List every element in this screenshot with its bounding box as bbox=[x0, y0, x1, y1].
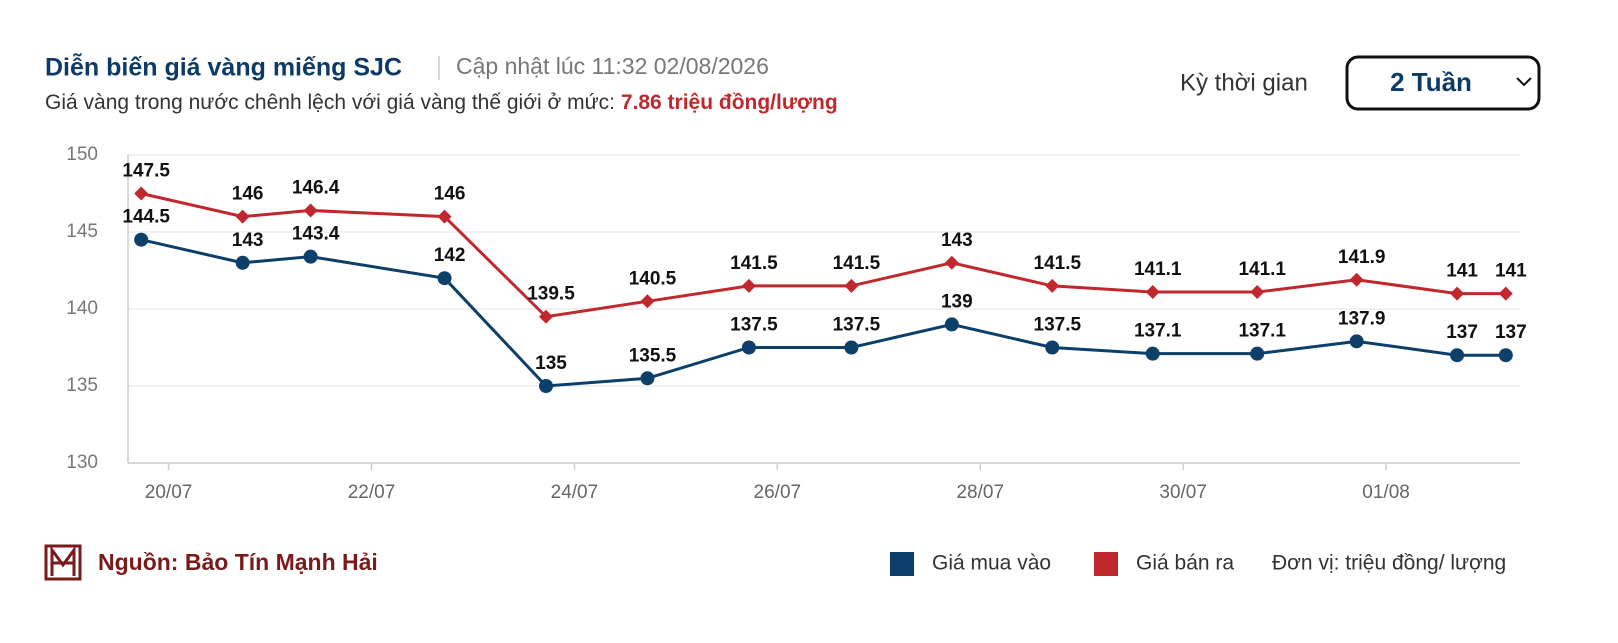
data-label: 141.9 bbox=[1338, 247, 1386, 268]
x-tick-label: 26/07 bbox=[754, 482, 802, 503]
data-label: 135 bbox=[535, 353, 567, 374]
data-label: 137.5 bbox=[1034, 315, 1082, 336]
data-label: 141.5 bbox=[1034, 253, 1082, 274]
data-label: 137.1 bbox=[1134, 321, 1182, 342]
data-label: 144.5 bbox=[122, 207, 170, 228]
data-label: 142 bbox=[434, 245, 466, 266]
legend-label: Giá mua vào bbox=[932, 552, 1051, 575]
point bbox=[235, 255, 250, 270]
point bbox=[134, 232, 149, 247]
point bbox=[640, 371, 655, 386]
logo-mark bbox=[50, 545, 76, 576]
y-tick-label: 130 bbox=[66, 452, 98, 473]
data-label: 137.5 bbox=[833, 315, 881, 336]
chart-title: Diễn biến giá vàng miếng SJC bbox=[45, 52, 402, 82]
point bbox=[944, 255, 959, 270]
x-tick-label: 22/07 bbox=[348, 482, 396, 503]
x-tick-label: 28/07 bbox=[956, 482, 1004, 503]
data-label: 147.5 bbox=[122, 161, 170, 182]
data-label: 143 bbox=[941, 230, 973, 251]
point bbox=[944, 317, 959, 332]
x-tick-label: 01/08 bbox=[1362, 482, 1410, 503]
data-label: 143.4 bbox=[292, 224, 340, 245]
source: Nguồn: Bảo Tín Mạnh Hải bbox=[98, 549, 378, 575]
unit: Đơn vị: triệu đồng/ lượng bbox=[1272, 552, 1506, 575]
point bbox=[1349, 334, 1364, 349]
data-label: 141 bbox=[1495, 261, 1527, 282]
dropdown-value[interactable]: 2 Tuần bbox=[1390, 67, 1472, 97]
point bbox=[1045, 278, 1060, 293]
note-highlight: 7.86 triệu đồng/lượng bbox=[621, 91, 838, 114]
point bbox=[1498, 348, 1513, 363]
data-label: 143 bbox=[232, 230, 264, 251]
point bbox=[640, 294, 655, 309]
data-label: 141.1 bbox=[1134, 259, 1182, 280]
period-label: Kỳ thời gian bbox=[1180, 69, 1308, 96]
data-label: 146 bbox=[434, 184, 466, 205]
dropdown-box[interactable] bbox=[1345, 55, 1541, 111]
point bbox=[1045, 340, 1060, 355]
point bbox=[539, 379, 554, 393]
x-tick-label: 30/07 bbox=[1159, 482, 1207, 503]
data-label: 140.5 bbox=[629, 268, 677, 289]
data-label: 137 bbox=[1446, 322, 1478, 343]
point bbox=[1349, 272, 1364, 287]
point bbox=[437, 209, 452, 224]
data-label: 141.5 bbox=[833, 253, 881, 274]
point bbox=[1250, 346, 1265, 361]
note-text: Giá vàng trong nước chênh lệch với giá v… bbox=[45, 91, 615, 114]
point bbox=[1250, 285, 1265, 300]
period-dropdown[interactable]: 2 Tuần bbox=[1345, 55, 1541, 111]
legend-swatch bbox=[1094, 552, 1118, 576]
x-tick-label: 24/07 bbox=[551, 482, 599, 503]
dropdown-chevron[interactable] bbox=[1516, 77, 1532, 87]
data-label: 141 bbox=[1446, 261, 1478, 282]
legend-swatch bbox=[890, 552, 914, 576]
y-tick-label: 140 bbox=[66, 298, 98, 319]
data-label: 137.9 bbox=[1338, 308, 1386, 329]
x-tick-label: 20/07 bbox=[145, 482, 193, 503]
y-tick-label: 145 bbox=[66, 221, 98, 242]
point bbox=[844, 340, 859, 355]
point bbox=[844, 278, 859, 293]
point bbox=[1498, 286, 1513, 301]
data-label: 137 bbox=[1495, 322, 1527, 343]
point bbox=[1145, 285, 1160, 300]
point bbox=[741, 278, 756, 293]
point bbox=[303, 249, 318, 264]
point bbox=[1145, 346, 1160, 361]
point bbox=[1450, 348, 1465, 363]
note: Giá vàng trong nước chênh lệch với giá v… bbox=[45, 91, 838, 114]
y-tick-label: 150 bbox=[66, 144, 98, 165]
data-label: 137.1 bbox=[1238, 321, 1286, 342]
data-label: 135.5 bbox=[629, 345, 677, 366]
data-label: 146.4 bbox=[292, 177, 340, 198]
data-label: 141.1 bbox=[1238, 259, 1286, 280]
source-logo bbox=[44, 544, 82, 581]
point bbox=[1450, 286, 1465, 301]
point bbox=[539, 309, 554, 324]
y-tick-label: 135 bbox=[66, 375, 98, 396]
point bbox=[134, 186, 149, 201]
data-label: 146 bbox=[232, 184, 264, 205]
subtitle: Cập nhật lúc 11:32 02/08/2026 bbox=[456, 53, 769, 79]
data-label: 137.5 bbox=[730, 315, 778, 336]
data-label: 141.5 bbox=[730, 253, 778, 274]
point bbox=[235, 209, 250, 224]
point bbox=[741, 340, 756, 355]
data-label: 139.5 bbox=[527, 284, 575, 305]
legend-label: Giá bán ra bbox=[1136, 552, 1234, 575]
data-label: 139 bbox=[941, 291, 973, 312]
point bbox=[437, 271, 452, 286]
point bbox=[303, 203, 318, 218]
logo-frame bbox=[44, 544, 82, 581]
